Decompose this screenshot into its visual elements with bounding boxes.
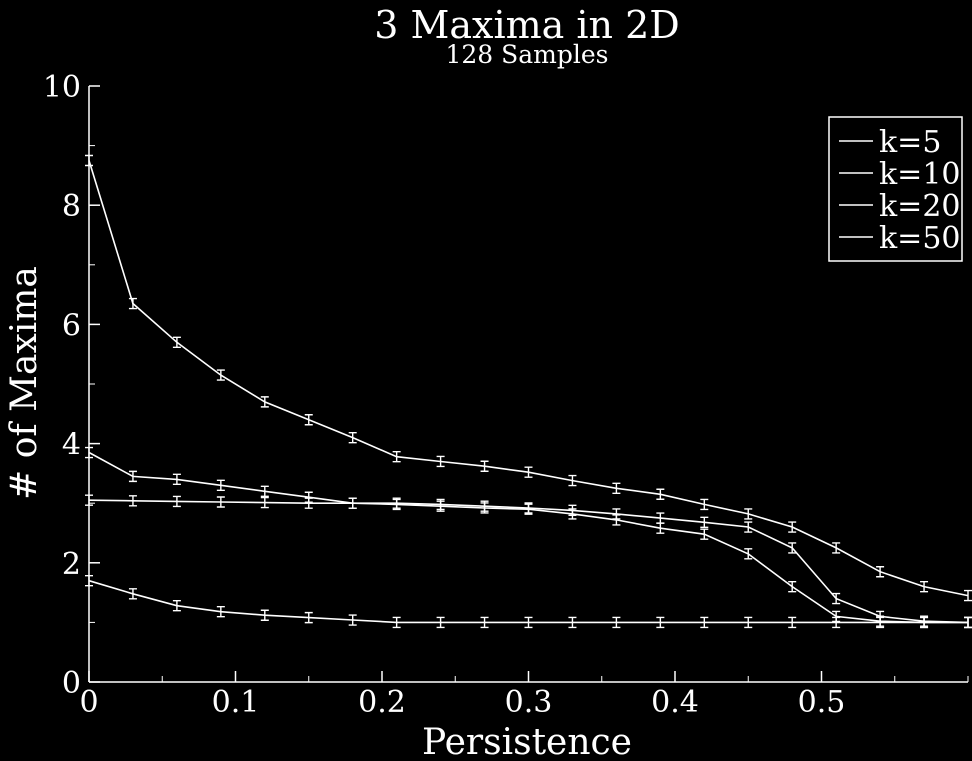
legend-label: k=50 [879,221,961,256]
data-point [85,494,93,506]
x-tick-label: 0.2 [358,685,406,720]
data-point [128,495,137,507]
data-point [348,431,357,444]
data-point [85,154,93,167]
axes: 0 2 4 6 8 10 0 0.1 0.2 0.3 0.4 0.5 [43,70,969,720]
data-point [304,414,313,426]
data-point [480,502,489,514]
data-point [568,474,577,487]
legend-label: k=20 [879,189,961,224]
series-k-5 [85,154,972,602]
data-point [304,611,313,624]
data-point [832,542,841,554]
data-point [128,588,137,600]
data-point [832,592,841,605]
data-point [568,616,577,629]
data-point [568,508,577,520]
y-tick-label: 0 [62,666,81,701]
legend-label: k=10 [879,157,961,192]
data-point [524,616,533,629]
data-point [85,574,93,587]
data-point [788,542,797,554]
data-point [964,616,972,629]
chart-title: 3 Maxima in 2D [374,3,680,47]
data-point [788,616,797,629]
data-point [744,616,753,629]
data-point [260,496,269,509]
data-point [920,580,929,593]
data-point [612,616,621,629]
data-point [348,614,357,626]
data-point [436,455,445,468]
series-layer [85,154,972,629]
x-tick-label: 0.3 [505,685,553,720]
x-tick-label: 0.1 [212,685,260,720]
data-point [480,460,489,472]
y-tick-label: 8 [62,189,81,224]
series-k-50 [85,574,972,629]
y-tick-label: 6 [62,308,81,343]
data-point [656,616,665,629]
data-point [612,514,621,526]
data-point [392,616,401,629]
data-point [216,496,225,508]
data-point [172,600,181,612]
data-point [392,451,401,463]
data-point [612,482,621,494]
data-point [788,521,797,533]
data-point [656,488,665,500]
data-point [700,616,709,629]
data-point [700,528,709,540]
data-point [524,466,533,478]
legend-label: k=5 [879,125,941,160]
data-point [304,497,313,509]
data-point [85,446,93,459]
data-point [876,566,885,578]
data-point [876,616,885,629]
x-tick-label: 0 [79,685,98,720]
data-point [480,616,489,629]
data-point [172,495,181,508]
data-point [260,609,269,621]
data-point [788,580,797,593]
data-point [172,473,181,486]
data-point [744,508,753,520]
data-point [348,497,357,509]
y-axis-label: # of Maxima [4,266,45,500]
data-point [832,616,841,629]
data-point [920,616,929,629]
data-point [216,605,225,618]
series-k-20 [85,494,972,629]
data-point [172,336,181,348]
data-point [744,548,753,560]
data-point [216,369,225,381]
data-point [128,297,137,310]
data-point [128,470,137,483]
x-axis-label: Persistence [422,722,632,761]
data-point [744,521,753,533]
y-tick-label: 4 [62,428,81,463]
y-tick-label: 10 [43,70,81,105]
data-point [656,522,665,534]
data-point [700,516,709,528]
chart-subtitle: 128 Samples [445,40,608,69]
x-tick-label: 0.4 [651,685,699,720]
data-point [964,589,972,602]
data-point [700,498,709,511]
data-point [260,396,269,408]
data-point [524,503,533,515]
data-point [216,479,225,492]
legend: k=5k=10k=20k=50 [828,116,963,262]
x-tick-label: 0.5 [798,685,846,720]
data-point [436,500,445,512]
data-point [392,498,401,511]
y-tick-label: 2 [62,547,81,582]
data-point [436,616,445,629]
data-point [260,485,269,497]
